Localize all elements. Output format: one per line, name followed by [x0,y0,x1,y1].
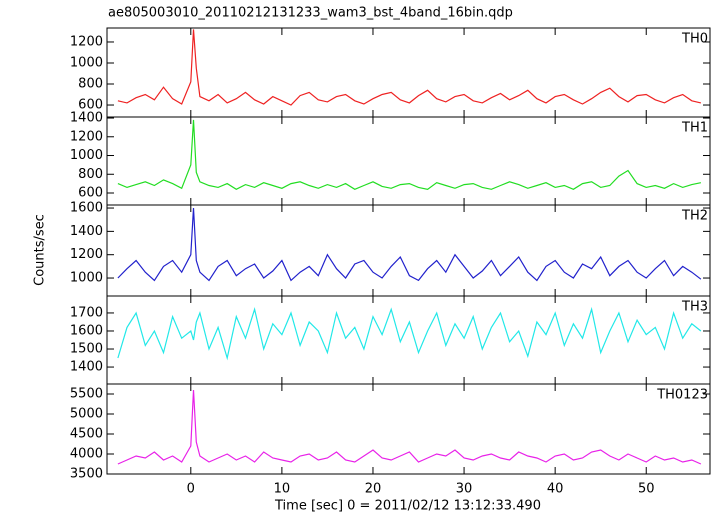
panel-label: TH0 [681,32,708,47]
panel-frame [106,27,711,118]
y-tick-label: 1400 [70,360,103,375]
y-tick-label: 800 [78,167,103,182]
x-tick-label: 40 [547,482,564,497]
y-tick-label: 1000 [70,271,103,286]
y-tick-label: 4000 [70,447,103,462]
y-tick-label: 600 [78,98,103,113]
y-tick-label: 1000 [70,148,103,163]
y-tick-label: 1500 [70,342,103,357]
y-tick-label: 1700 [70,305,103,320]
y-axis-label: Counts/sec [33,214,48,286]
light-curve [117,119,702,190]
panel-label: TH1 [681,121,708,136]
panel-frame [106,295,711,385]
y-tick-label: 1600 [70,323,103,338]
panel-label: TH2 [681,209,708,224]
light-curve [117,389,702,465]
x-tick-label: 30 [456,482,473,497]
y-tick-label: 4500 [70,427,103,442]
panel-frame [106,383,711,475]
y-tick-label: 3500 [70,467,103,482]
x-tick-label: 50 [638,482,655,497]
light-curve [117,207,702,282]
x-tick-label: 20 [365,482,382,497]
y-tick-label: 1200 [70,247,103,262]
chart-title: ae805003010_20110212131233_wam3_bst_4ban… [108,6,513,21]
y-tick-label: 5000 [70,407,103,422]
panel-label: TH3 [681,300,708,315]
y-tick-label: 600 [78,186,103,201]
x-axis-label: Time [sec] 0 = 2011/02/12 13:12:33.490 [274,499,541,514]
y-tick-label: 1400 [70,224,103,239]
y-tick-label: 1400 [70,111,103,126]
x-tick-label: 0 [187,482,195,497]
light-curve [117,306,702,361]
panel-frame [106,116,711,206]
panel-frame [106,204,711,297]
y-tick-label: 5500 [70,387,103,402]
y-tick-label: 1200 [70,34,103,49]
y-tick-label: 1200 [70,129,103,144]
light-curve [117,29,702,106]
x-tick-label: 10 [274,482,291,497]
panel-label: TH0123 [656,388,708,403]
y-tick-label: 1600 [70,201,103,216]
y-tick-label: 800 [78,77,103,92]
y-tick-label: 1000 [70,55,103,70]
